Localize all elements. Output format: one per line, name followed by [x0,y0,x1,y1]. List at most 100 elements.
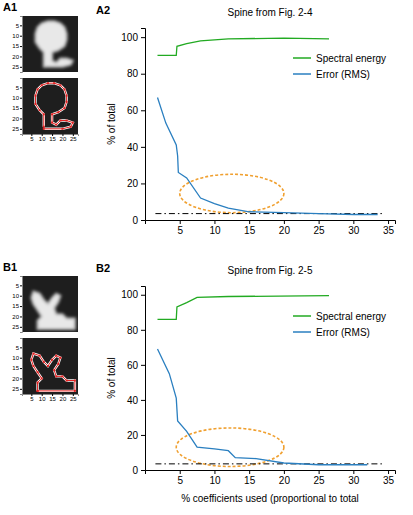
legend-swatch [293,331,311,333]
outline-point [30,359,32,361]
tick: 5 [16,345,22,351]
legend: Spectral energyError (RMS) [293,311,386,338]
tick-label: 30 [348,475,360,486]
axis-line [20,79,23,135]
legend-label: Error (RMS) [316,327,370,338]
tick: 5 [177,220,183,236]
outline-point [66,101,68,103]
tick-mark [141,400,145,401]
outline-point [32,353,34,355]
tick-label: 25 [70,136,77,142]
tick: 35 [383,470,395,486]
tick-label: 5 [16,85,20,91]
x-axis: 510152025 [23,394,79,402]
plot-marks [155,38,384,214]
tick: 25 [12,126,22,132]
tick-label: 25 [12,324,19,330]
tick-label: 0 [132,465,138,476]
outline-point [59,84,61,86]
outline-point [64,88,66,90]
tick-mark [353,470,354,474]
tick-label: 15 [244,225,256,236]
outline-point [47,365,49,367]
image-background [22,276,78,332]
tick-mark [141,330,145,331]
outline-point [53,369,55,371]
tick: 100 [121,32,145,43]
tick-label: 20 [12,54,19,60]
image-marks [34,82,73,130]
tick-label: 80 [127,68,139,79]
tick: 30 [348,470,360,486]
tick: 25 [70,394,77,402]
tick-label: 0 [132,215,138,226]
tick: 20 [12,376,22,382]
tick-label: 5 [30,136,34,142]
outline-point [47,82,49,84]
tick-mark [20,108,22,109]
y-axis: 510152025 [12,277,22,333]
tick: 80 [127,325,145,336]
series-line [158,97,378,214]
outline-point [66,120,68,122]
image-panel: A1510152025510152025510152025 [3,1,79,142]
highlight-ellipse [180,174,284,212]
tick: 10 [209,220,221,236]
tick-label: 15 [49,396,56,402]
tick-label: 100 [121,32,138,43]
tick-mark [353,220,354,224]
tick-label: 5 [16,345,20,351]
tick: 15 [12,105,22,111]
tick: 40 [127,142,145,153]
outline-point [57,363,59,365]
outline-point [61,128,63,130]
tick: 20 [12,116,22,122]
spine-intensity [35,21,72,67]
tick-label: 40 [127,142,139,153]
tick: 20 [60,394,67,402]
tick: 5 [16,23,22,29]
tick-mark [20,87,22,88]
tick-label: 15 [49,136,56,142]
tick: 25 [70,134,77,142]
outline-point [53,82,55,84]
tick-label: 15 [244,475,256,486]
tick-label: 25 [314,475,326,486]
tick-label: 20 [12,376,19,382]
outline-point [74,390,76,392]
spine-intensity [31,292,75,329]
outline-point [55,124,57,126]
legend: Spectral energyError (RMS) [293,53,386,80]
image-panel: B1510152025510152025510152025 [3,261,79,402]
tick: 35 [383,220,395,236]
tick-mark [20,327,22,328]
outline-point [41,84,43,86]
outline-point [61,375,63,377]
outline-point [74,380,76,382]
outline-point [70,126,72,128]
y-axis-title: % of total [106,103,117,145]
tick-mark [20,296,22,297]
tick: 20 [12,54,22,60]
legend-label: Error (RMS) [316,69,370,80]
outline-point [37,390,39,392]
outline-point [32,365,34,367]
x-axis: 5101520253035 [146,470,396,486]
tick-label: 60 [127,105,139,116]
outline-point [51,113,53,115]
outline-point [55,375,57,377]
tick-label: 20 [60,396,67,402]
tick: 40 [127,395,145,406]
tick: 20 [12,314,22,320]
tick-mark [20,389,22,390]
tick-label: 20 [12,314,19,320]
outline-point [64,107,66,109]
tick-mark [141,183,145,184]
tick: 10 [12,355,22,361]
tick-label: 20 [127,178,139,189]
tick: 5 [16,85,22,91]
tick-label: 30 [348,225,360,236]
tick-label: 20 [279,475,291,486]
tick: 10 [12,293,22,299]
tick-mark [20,368,22,369]
